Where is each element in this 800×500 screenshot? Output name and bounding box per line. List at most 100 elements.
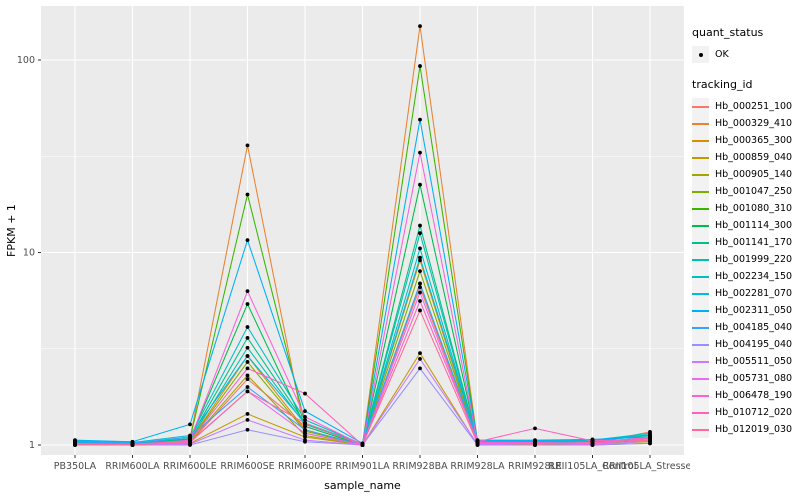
x-tick-label: RRII105LA_Stressed	[603, 461, 690, 472]
data-point	[245, 418, 250, 422]
data-point	[188, 439, 192, 444]
legend-entry-label: Hb_001080_310	[715, 203, 793, 214]
legend-entry-label: Hb_001141_170	[715, 237, 793, 248]
y-tick-label: 10	[23, 248, 35, 259]
line-swatch-icon	[692, 326, 709, 329]
series-line-key	[692, 370, 709, 387]
data-point	[418, 299, 422, 303]
series-line-key	[692, 98, 709, 115]
plot-svg: 1 10 100 PB350LA RRIM600LA RRIM600LE RRIM600SE…	[5, 6, 697, 492]
legend-entry: Hb_000365_300	[692, 132, 798, 149]
data-point	[303, 427, 307, 432]
data-point	[418, 366, 422, 371]
legend-title-tracking-id: tracking_id	[692, 78, 753, 91]
data-point	[418, 351, 422, 356]
line-swatch-icon	[692, 377, 709, 380]
legend-entry: Hb_001114_300	[692, 217, 798, 234]
data-point	[303, 409, 307, 414]
legend-entry: Hb_001047_250	[692, 183, 798, 200]
line-swatch-icon	[692, 343, 709, 346]
data-point	[418, 285, 422, 290]
data-point	[418, 223, 422, 228]
legend-entry: Hb_010712_020	[692, 404, 798, 421]
legend-entry: Hb_000859_040	[692, 149, 798, 166]
legend-entry-label: Hb_012019_030	[715, 424, 793, 435]
legend-entry-label: Hb_002234_150	[715, 271, 793, 282]
legend-entry: Hb_001999_220	[692, 251, 798, 268]
data-point	[245, 373, 250, 378]
data-point	[303, 421, 307, 425]
data-point	[418, 150, 422, 155]
line-swatch-icon	[692, 156, 709, 159]
legend-entry-label: Hb_002281_070	[715, 288, 793, 299]
data-point	[245, 289, 250, 294]
line-swatch-icon	[692, 258, 709, 261]
line-swatch-icon	[692, 428, 709, 431]
series-line-key	[692, 115, 709, 132]
legend-entry-label: Hb_010712_020	[715, 407, 793, 418]
data-point	[245, 336, 250, 340]
data-point	[590, 440, 595, 445]
x-tick-label: PB350LA	[54, 461, 97, 472]
legend-entry: Hb_005511_050	[692, 353, 798, 370]
data-point	[418, 290, 422, 295]
series-line-key	[692, 302, 709, 319]
legend-entry-label: Hb_004185_040	[715, 322, 793, 333]
data-point	[533, 426, 537, 431]
legend-entry: Hb_002311_050	[692, 302, 798, 319]
legend-entry-ok-label: OK	[715, 49, 729, 60]
legend-entry: Hb_004185_040	[692, 319, 798, 336]
x-tick-label: RRIM928LE	[508, 461, 562, 472]
x-tick-label: RRIM928LA	[450, 461, 505, 472]
legend-entry: Hb_005731_080	[692, 370, 798, 387]
data-point	[418, 231, 422, 236]
data-point	[475, 441, 480, 446]
series-line-key	[692, 234, 709, 251]
series-line-key	[692, 217, 709, 234]
data-point	[533, 441, 537, 446]
data-point	[245, 385, 250, 389]
data-point	[648, 438, 652, 443]
series-line-key	[692, 421, 709, 438]
line-swatch-icon	[692, 173, 709, 176]
legend-entry-label: Hb_002311_050	[715, 305, 793, 316]
data-point	[245, 238, 250, 242]
legend-entry: Hb_004195_040	[692, 336, 798, 353]
legend-entry-label: Hb_005511_050	[715, 356, 793, 367]
point-marker-icon	[698, 52, 703, 57]
series-line-key	[692, 285, 709, 302]
data-point	[303, 414, 307, 419]
legend-entry-label: Hb_004195_040	[715, 339, 793, 350]
legend-entry: Hb_002234_150	[692, 268, 798, 285]
line-swatch-icon	[692, 411, 709, 414]
legend-entry-label: Hb_000859_040	[715, 152, 793, 163]
series-line-key	[692, 353, 709, 370]
legend-entry-label: Hb_000329_410	[715, 118, 793, 129]
data-point	[303, 418, 307, 422]
data-point	[418, 258, 422, 263]
data-point	[245, 325, 250, 329]
legend-entry-ok: OK	[692, 46, 798, 63]
data-point	[245, 366, 250, 371]
data-point	[245, 192, 250, 197]
line-swatch-icon	[692, 309, 709, 312]
data-point	[418, 357, 422, 361]
data-point	[303, 391, 307, 396]
x-tick-label: RRIM600PE	[278, 461, 332, 472]
data-point	[303, 431, 307, 436]
legend-entry-label: Hb_001114_300	[715, 220, 793, 231]
legend-entry-label: Hb_006478_190	[715, 390, 793, 401]
x-tick-label: RRIM928BA	[392, 461, 448, 472]
data-point	[360, 443, 365, 447]
series-line-key	[692, 251, 709, 268]
data-point	[418, 64, 422, 68]
data-point	[245, 377, 250, 381]
data-point	[130, 443, 135, 447]
line-swatch-icon	[692, 190, 709, 193]
data-point	[188, 422, 192, 427]
legend-entry-label: Hb_000905_140	[715, 169, 793, 180]
data-point	[245, 412, 250, 416]
line-swatch-icon	[692, 241, 709, 244]
y-tick-label: 1	[29, 440, 35, 451]
data-point	[245, 389, 250, 394]
